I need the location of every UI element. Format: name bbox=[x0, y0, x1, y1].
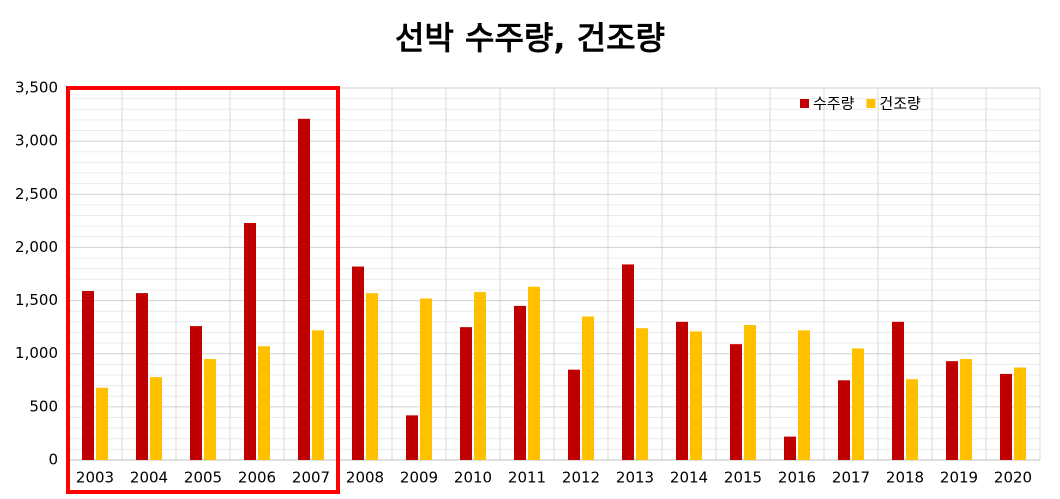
bar bbox=[258, 346, 270, 460]
highlight-box bbox=[66, 86, 340, 494]
y-tick-label: 1,500 bbox=[15, 291, 58, 309]
x-tick-label: 2011 bbox=[508, 469, 546, 487]
legend-label: 수주량 bbox=[813, 95, 855, 113]
x-tick-label: 2017 bbox=[832, 469, 870, 487]
x-tick-label: 2007 bbox=[292, 469, 330, 487]
x-tick-label: 2010 bbox=[454, 469, 492, 487]
bar bbox=[838, 380, 850, 460]
x-tick-label: 2013 bbox=[616, 469, 654, 487]
y-tick-label: 2,000 bbox=[15, 238, 58, 256]
bar bbox=[514, 305, 526, 460]
bar bbox=[1014, 367, 1026, 460]
bar bbox=[204, 359, 216, 460]
x-tick-label: 2008 bbox=[346, 469, 384, 487]
bar bbox=[244, 222, 256, 460]
bar bbox=[190, 326, 202, 460]
x-tick-label: 2004 bbox=[130, 469, 168, 487]
y-tick-label: 1,000 bbox=[15, 344, 58, 362]
bar bbox=[960, 359, 972, 460]
bar bbox=[636, 328, 648, 460]
bar bbox=[676, 321, 688, 460]
bar bbox=[568, 369, 580, 460]
bar bbox=[82, 291, 94, 460]
bar bbox=[622, 264, 634, 460]
bar bbox=[946, 361, 958, 460]
chart-title: 선박 수주량, 건조량 bbox=[395, 19, 665, 57]
bar bbox=[528, 286, 540, 460]
y-tick-label: 3,500 bbox=[15, 79, 58, 97]
bar bbox=[312, 330, 324, 460]
x-tick-label: 2014 bbox=[670, 469, 708, 487]
bar bbox=[96, 387, 108, 460]
legend-swatch bbox=[800, 99, 809, 108]
bar bbox=[366, 293, 378, 460]
bar bbox=[420, 298, 432, 460]
y-tick-label: 3,000 bbox=[15, 132, 58, 150]
bar bbox=[784, 436, 796, 460]
bar bbox=[406, 415, 418, 460]
y-tick-label: 0 bbox=[48, 451, 58, 469]
bar bbox=[298, 118, 310, 460]
bar bbox=[582, 316, 594, 460]
bar bbox=[798, 330, 810, 460]
bar bbox=[352, 266, 364, 460]
bar bbox=[150, 377, 162, 460]
bar bbox=[730, 344, 742, 460]
bar bbox=[1000, 373, 1012, 460]
x-tick-label: 2006 bbox=[238, 469, 276, 487]
x-tick-label: 2005 bbox=[184, 469, 222, 487]
bar bbox=[906, 379, 918, 460]
bar bbox=[892, 321, 904, 460]
y-tick-label: 2,500 bbox=[15, 185, 58, 203]
bar bbox=[136, 293, 148, 460]
legend-swatch bbox=[866, 99, 876, 108]
bar bbox=[744, 325, 756, 460]
bar bbox=[474, 292, 486, 460]
x-tick-label: 2016 bbox=[778, 469, 816, 487]
y-tick-label: 500 bbox=[29, 397, 58, 415]
x-tick-label: 2018 bbox=[886, 469, 924, 487]
x-tick-label: 2009 bbox=[400, 469, 438, 487]
legend-label: 건조량 bbox=[879, 95, 921, 113]
x-tick-label: 2012 bbox=[562, 469, 600, 487]
x-tick-label: 2019 bbox=[940, 469, 978, 487]
x-tick-label: 2020 bbox=[994, 469, 1032, 487]
bar bbox=[852, 348, 864, 460]
x-tick-label: 2003 bbox=[76, 469, 114, 487]
bar bbox=[690, 331, 702, 460]
x-tick-label: 2015 bbox=[724, 469, 762, 487]
bar bbox=[460, 327, 472, 460]
